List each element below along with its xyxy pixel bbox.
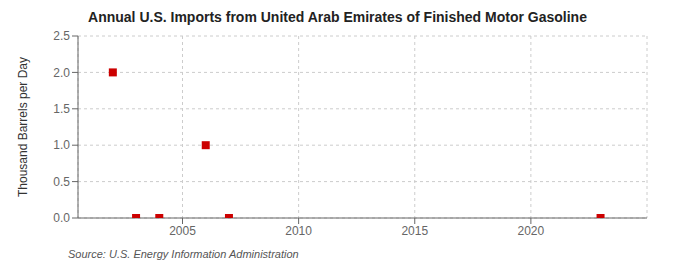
svg-text:2.5: 2.5	[53, 29, 70, 43]
svg-text:Thousand Barrels per Day: Thousand Barrels per Day	[16, 57, 30, 197]
svg-text:2005: 2005	[169, 224, 196, 238]
svg-text:1.5: 1.5	[53, 102, 70, 116]
html-text:Source: U.S. Energy Informatio: Source: U.S. Energy Information Administ…	[68, 248, 299, 260]
svg-text:2020: 2020	[518, 224, 545, 238]
svg-text:0.0: 0.0	[53, 211, 70, 225]
html-text:Annual U.S. Imports from Unite: Annual U.S. Imports from United Arab Emi…	[88, 9, 587, 25]
svg-text:0.5: 0.5	[53, 175, 70, 189]
svg-text:2.0: 2.0	[53, 66, 70, 80]
svg-text:1.0: 1.0	[53, 138, 70, 152]
svg-text:2010: 2010	[285, 224, 312, 238]
svg-text:2015: 2015	[401, 224, 428, 238]
